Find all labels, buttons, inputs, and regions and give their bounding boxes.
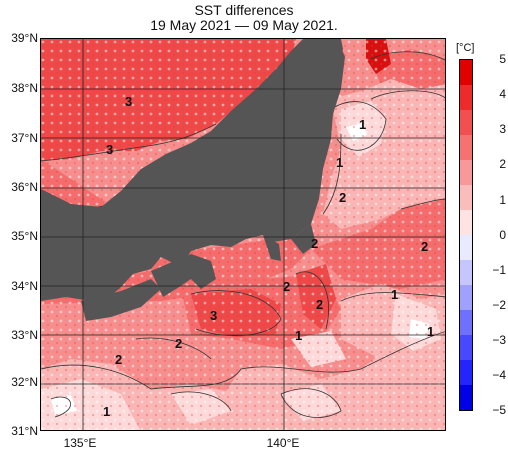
lat-label-35n: 35°N <box>11 229 38 243</box>
lat-label-32n: 32°N <box>11 375 38 389</box>
colorbar-segment <box>460 135 472 161</box>
lat-label-37n: 37°N <box>11 131 38 145</box>
colorbar-tick-label: 0 <box>499 228 506 242</box>
shikoku-land <box>81 279 161 321</box>
colorbar-tick-label: 5 <box>499 52 506 66</box>
colorbar-tick-label: −1 <box>492 263 506 277</box>
lat-label-31n: 31°N <box>11 424 38 438</box>
contour-label: 2 <box>339 190 346 205</box>
colorbar-segment <box>460 310 472 336</box>
colorbar-segment <box>460 160 472 186</box>
contour-label: 2 <box>311 236 318 251</box>
colorbar-segment <box>460 60 472 86</box>
colorbar-segment <box>460 360 472 386</box>
sst-map: 3 3 1 1 2 2 2 2 2 1 3 2 1 1 2 1 <box>40 38 446 431</box>
lat-label-38n: 38°N <box>11 81 38 95</box>
lat-label-36n: 36°N <box>11 180 38 194</box>
lat-label-33n: 33°N <box>11 328 38 342</box>
colorbar-tick-label: −4 <box>492 368 506 382</box>
contour-label: 1 <box>336 155 343 170</box>
contour-label: 3 <box>106 142 113 157</box>
oki-island <box>126 217 139 231</box>
colorbar-tick-label: −3 <box>492 333 506 347</box>
honshu-land <box>41 39 345 317</box>
colorbar-tick-label: 4 <box>499 87 506 101</box>
colorbar-segment <box>460 210 472 236</box>
colorbar <box>459 59 473 411</box>
map-subtitle: 19 May 2021 — 09 May 2021. <box>150 17 338 33</box>
contour-label: 1 <box>103 404 110 419</box>
map-title: SST differences <box>194 2 294 18</box>
contour-label: 1 <box>391 287 398 302</box>
izu-peninsula-land <box>263 235 281 261</box>
colorbar-segment <box>460 110 472 136</box>
colorbar-segment <box>460 335 472 361</box>
contour-label: 1 <box>295 328 302 343</box>
contour-label: 2 <box>316 297 323 312</box>
lat-label-39n: 39°N <box>11 31 38 45</box>
contour-label: 3 <box>210 308 217 323</box>
colorbar-segment <box>460 185 472 211</box>
colorbar-tick-label: −5 <box>492 403 506 417</box>
colorbar-segment <box>460 385 472 410</box>
contour-label: 2 <box>283 279 290 294</box>
lon-label-135e: 135°E <box>63 436 97 450</box>
colorbar-tick-label: 2 <box>499 157 506 171</box>
boso-peninsula-land <box>291 224 316 254</box>
contour-label: 2 <box>115 352 122 367</box>
contour-label: 2 <box>421 239 428 254</box>
colorbar-tick-label: 3 <box>499 122 506 136</box>
contour-label: 3 <box>125 94 132 109</box>
contour-label: 1 <box>359 117 366 132</box>
contour-labels: 3 3 1 1 2 2 2 2 2 1 3 2 1 1 2 1 <box>103 94 434 419</box>
colorbar-segment <box>460 85 472 111</box>
colorbar-tick-label: −2 <box>492 298 506 312</box>
contour-label: 1 <box>427 324 434 339</box>
honshu-east-coast <box>303 39 343 69</box>
colorbar-tick-label: 1 <box>499 193 506 207</box>
colorbar-segment <box>460 285 472 311</box>
graticule <box>41 39 445 430</box>
lon-label-140e: 140°E <box>266 436 300 450</box>
colorbar-segment <box>460 260 472 286</box>
lat-label-34n: 34°N <box>11 279 38 293</box>
colorbar-segment <box>460 235 472 261</box>
contour-label: 2 <box>175 336 182 351</box>
colorbar-unit: [°C] <box>456 42 475 54</box>
sst-map-canvas: 3 3 1 1 2 2 2 2 2 1 3 2 1 1 2 1 <box>41 39 445 430</box>
sado-island <box>323 61 335 79</box>
